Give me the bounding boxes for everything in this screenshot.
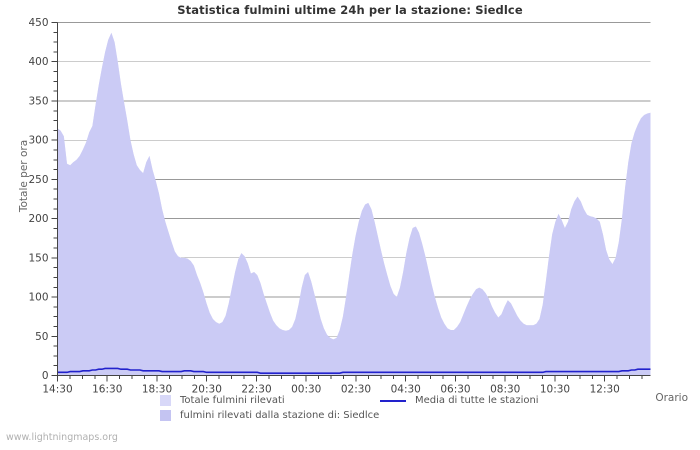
y-axis-label: Totale per ora [18,139,30,213]
y-tick-label: 0 [42,370,49,382]
x-tick-label: 04:30 [391,384,421,396]
x-tick-label: 08:30 [490,384,520,396]
x-tick-label: 22:30 [241,384,271,396]
x-tick-label: 16:30 [92,384,122,396]
legend-label-totale: Totale fulmini rilevati [180,395,285,406]
x-tick-label: 14:30 [42,384,72,396]
x-axis-ticks: 14:30 16:30 18:30 20:30 22:30 00:30 02:30 04:30… [42,375,643,396]
legend-item-media[interactable]: Media di tutte le stazioni [380,393,539,408]
x-axis-label: Orario [655,392,688,404]
y-tick-label: 150 [28,252,48,264]
y-tick-label: 100 [28,292,48,304]
legend-item-totale[interactable]: Totale fulmini rilevati [160,393,380,408]
y-tick-label: 200 [28,213,48,225]
x-tick-label: 10:30 [540,384,570,396]
y-axis-ticks: 0 50 100 150 200 250 300 350 400 450 [28,17,58,382]
chart-legend: Totale fulmini rilevati Media di tutte l… [160,393,590,423]
legend-swatch-area-total [160,395,171,406]
area-series-station [57,32,651,376]
legend-row-1: Totale fulmini rilevati Media di tutte l… [160,393,590,408]
x-tick-label: 18:30 [142,384,172,396]
line-series-mean [57,367,651,374]
y-tick-label: 400 [28,56,48,68]
x-tick-label: 20:30 [192,384,222,396]
y-tick-label: 350 [28,95,48,107]
y-tick-label: 450 [28,17,48,29]
legend-label-media: Media di tutte le stazioni [415,395,539,406]
legend-row-2: fulmini rilevati dalla stazione di: Sied… [160,408,590,423]
legend-swatch-area-station [160,410,171,421]
legend-label-stazione: fulmini rilevati dalla stazione di: Sied… [180,410,380,421]
y-tick-label: 250 [28,174,48,186]
y-tick-label: 50 [35,331,48,343]
x-tick-label: 06:30 [440,384,470,396]
watermark-site: www.lightningmaps.org [6,432,118,443]
x-tick-label: 00:30 [291,384,321,396]
y-tick-label: 300 [28,135,48,147]
legend-swatch-line-mean [380,399,406,402]
chart-title: Statistica fulmini ultime 24h per la sta… [177,3,523,17]
x-tick-label: 12:30 [590,384,620,396]
x-tick-label: 02:30 [341,384,371,396]
legend-item-stazione[interactable]: fulmini rilevati dalla stazione di: Sied… [160,408,380,423]
